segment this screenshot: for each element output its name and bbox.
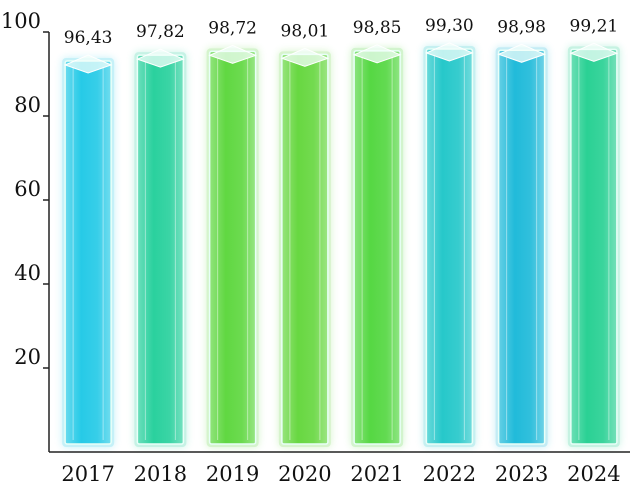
x-tick-label-2019: 2019	[206, 462, 259, 486]
bar-2023	[495, 43, 548, 448]
bar-cap	[208, 44, 257, 64]
bar-body	[64, 60, 112, 445]
x-tick-label-2018: 2018	[134, 462, 187, 486]
bar-2021	[351, 44, 404, 447]
bar-cap	[63, 54, 113, 74]
y-tick-label-40: 40	[14, 261, 41, 285]
bar-body	[281, 53, 329, 445]
bar-2022	[423, 42, 476, 447]
x-tick-label-2020: 2020	[278, 462, 331, 486]
value-label-2021: 98,85	[353, 18, 402, 38]
bar-2019	[206, 44, 259, 447]
bar-body	[136, 54, 185, 445]
value-label-2018: 97,82	[136, 22, 185, 42]
value-label-2020: 98,01	[281, 21, 330, 41]
value-label-2022: 99,30	[425, 16, 474, 36]
bar-cap	[497, 43, 546, 63]
labels-layer: 96,43 2017 97,82 2018 98,72 2019 98,01 2020 98,8…	[1, 9, 621, 486]
bar-body	[353, 50, 401, 445]
bar-2024	[567, 42, 620, 448]
bar-body	[425, 48, 474, 445]
x-tick-label-2023: 2023	[495, 462, 548, 486]
bar-2017	[62, 54, 115, 448]
bar-cap	[352, 44, 402, 64]
bar-body	[497, 49, 546, 445]
y-tick-label-100: 100	[1, 9, 41, 33]
y-tick-label-60: 60	[14, 177, 41, 201]
value-label-2019: 98,72	[208, 18, 257, 38]
bars-layer	[62, 42, 620, 448]
value-label-2023: 98,98	[497, 17, 546, 37]
bar-2020	[278, 47, 331, 447]
y-tick-label-20: 20	[14, 345, 41, 369]
x-tick-label-2024: 2024	[567, 462, 620, 486]
y-tick-label-80: 80	[14, 93, 41, 117]
x-tick-label-2022: 2022	[423, 462, 476, 486]
bar-cap	[425, 42, 474, 62]
bar-2018	[134, 48, 187, 447]
bar-body	[208, 50, 257, 445]
bar-cap	[569, 42, 619, 62]
bar-body	[570, 48, 618, 445]
value-label-2017: 96,43	[64, 28, 113, 48]
axes-layer	[43, 31, 630, 453]
bar-cap	[136, 48, 185, 68]
x-tick-label-2017: 2017	[61, 462, 114, 486]
bar-cap	[280, 47, 330, 67]
value-label-2024: 99,21	[570, 16, 619, 36]
x-tick-label-2021: 2021	[350, 462, 403, 486]
